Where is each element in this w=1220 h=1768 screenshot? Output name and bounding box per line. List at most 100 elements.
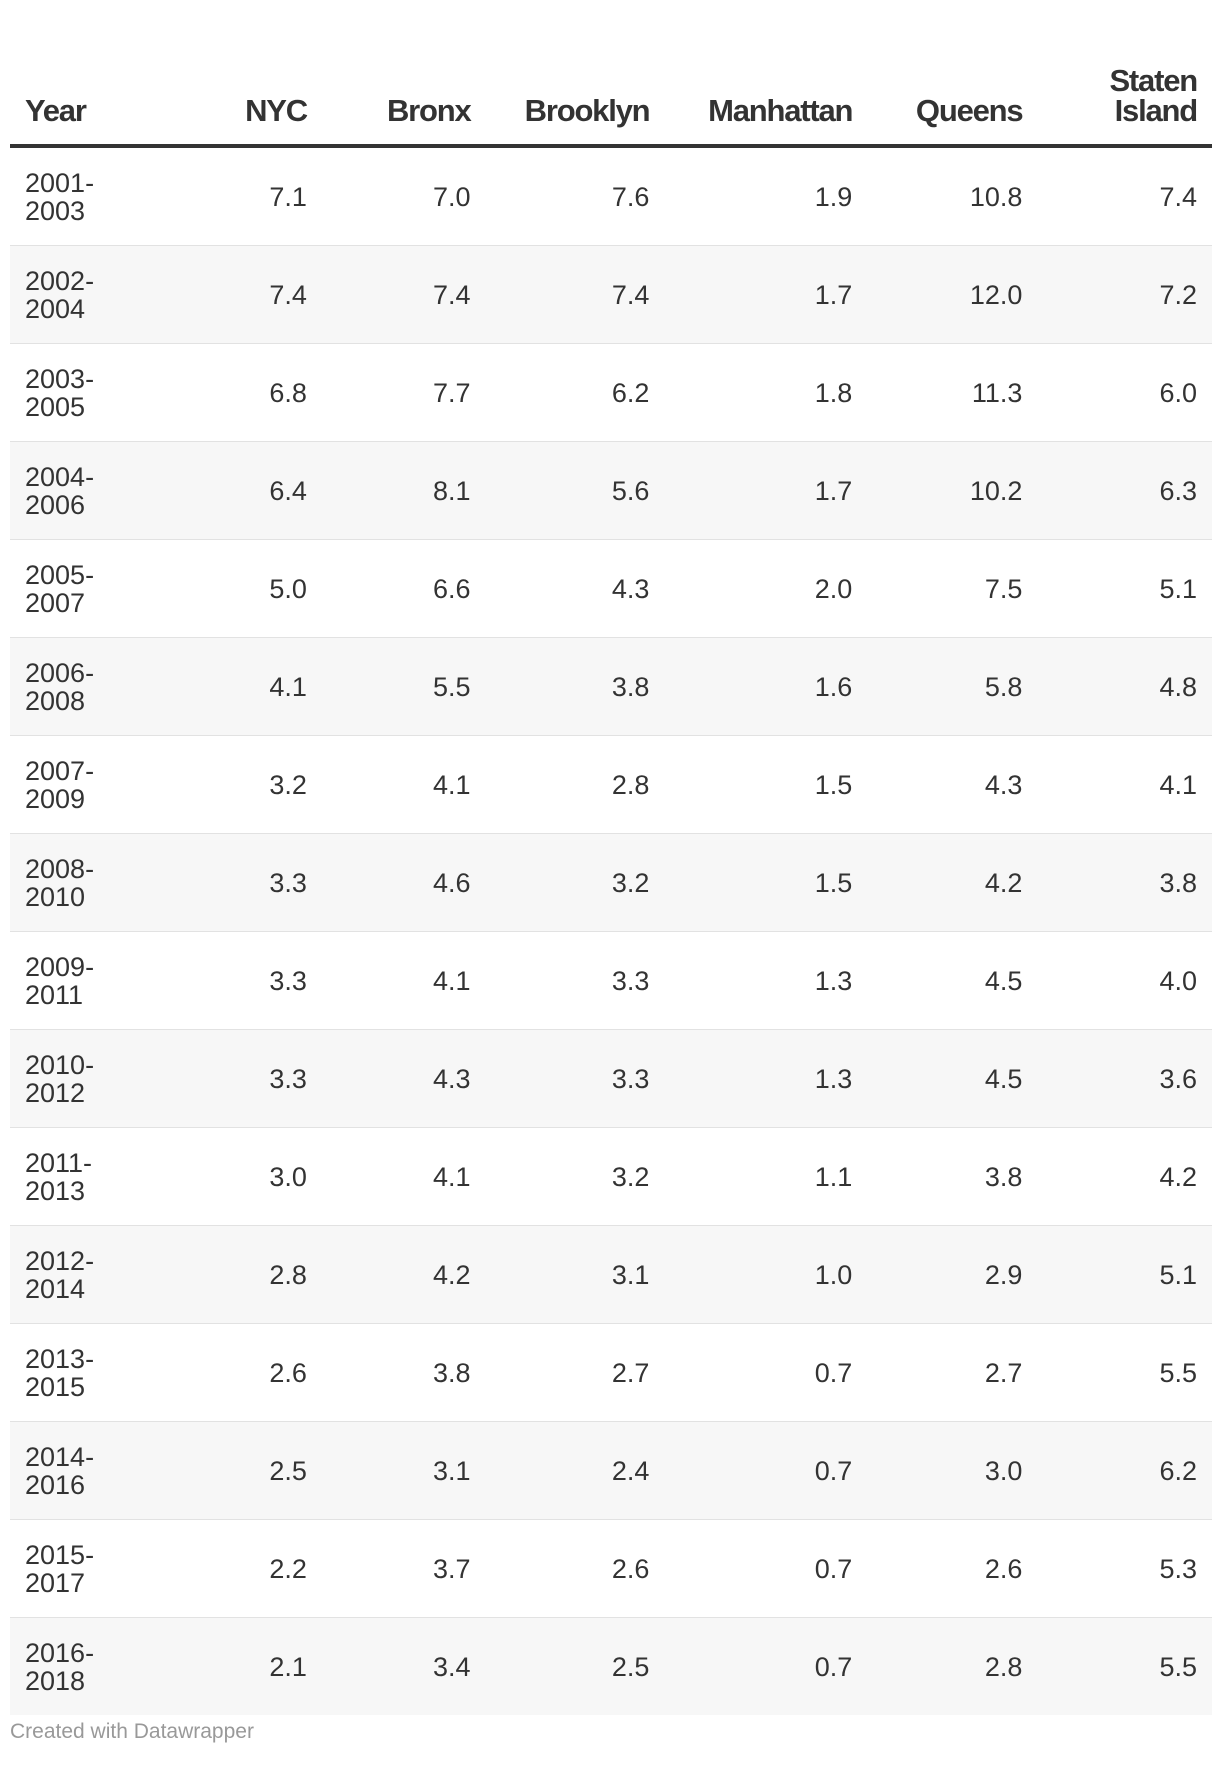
column-header-manhattan[interactable]: Manhattan (664, 34, 868, 148)
cell-staten-island: 4.0 (1037, 931, 1212, 1030)
cell-nyc: 2.6 (162, 1323, 322, 1422)
data-table: Year NYC Bronx Brooklyn Manhattan Queens… (10, 34, 1212, 1715)
cell-year: 2016- 2018 (10, 1617, 163, 1715)
cell-queens: 4.3 (867, 735, 1038, 834)
cell-brooklyn: 6.2 (485, 343, 665, 442)
cell-nyc: 4.1 (162, 637, 322, 736)
cell-manhattan: 1.0 (664, 1225, 868, 1324)
cell-brooklyn: 2.6 (485, 1519, 665, 1618)
cell-year: 2008- 2010 (10, 833, 163, 932)
cell-staten-island: 4.2 (1037, 1127, 1212, 1226)
cell-year: 2010- 2012 (10, 1029, 163, 1128)
table-row: 2015- 2017 2.2 3.7 2.6 0.7 2.6 5.3 (10, 1519, 1212, 1618)
cell-bronx: 8.1 (321, 441, 486, 540)
cell-queens: 3.8 (867, 1127, 1038, 1226)
cell-queens: 2.9 (867, 1225, 1038, 1324)
cell-manhattan: 1.1 (664, 1127, 868, 1226)
cell-staten-island: 5.5 (1037, 1617, 1212, 1715)
cell-brooklyn: 2.5 (485, 1617, 665, 1715)
cell-bronx: 4.3 (321, 1029, 486, 1128)
cell-manhattan: 0.7 (664, 1421, 868, 1520)
cell-nyc: 6.4 (162, 441, 322, 540)
cell-year: 2007- 2009 (10, 735, 163, 834)
cell-year: 2015- 2017 (10, 1519, 163, 1618)
table-row: 2005- 2007 5.0 6.6 4.3 2.0 7.5 5.1 (10, 539, 1212, 638)
table-row: 2012- 2014 2.8 4.2 3.1 1.0 2.9 5.1 (10, 1225, 1212, 1324)
cell-nyc: 2.5 (162, 1421, 322, 1520)
cell-brooklyn: 4.3 (485, 539, 665, 638)
cell-brooklyn: 2.4 (485, 1421, 665, 1520)
cell-bronx: 3.7 (321, 1519, 486, 1618)
cell-bronx: 5.5 (321, 637, 486, 736)
cell-queens: 4.2 (867, 833, 1038, 932)
cell-manhattan: 1.5 (664, 833, 868, 932)
cell-queens: 2.8 (867, 1617, 1038, 1715)
cell-brooklyn: 2.8 (485, 735, 665, 834)
column-header-queens[interactable]: Queens (867, 34, 1038, 148)
cell-brooklyn: 3.3 (485, 1029, 665, 1128)
cell-year: 2001- 2003 (10, 146, 163, 246)
cell-nyc: 2.8 (162, 1225, 322, 1324)
cell-manhattan: 1.9 (664, 146, 868, 246)
cell-staten-island: 3.6 (1037, 1029, 1212, 1128)
cell-bronx: 4.6 (321, 833, 486, 932)
cell-manhattan: 2.0 (664, 539, 868, 638)
column-header-year[interactable]: Year (10, 34, 163, 148)
table-row: 2013- 2015 2.6 3.8 2.7 0.7 2.7 5.5 (10, 1323, 1212, 1422)
cell-staten-island: 6.2 (1037, 1421, 1212, 1520)
cell-manhattan: 0.7 (664, 1323, 868, 1422)
cell-manhattan: 0.7 (664, 1617, 868, 1715)
cell-nyc: 5.0 (162, 539, 322, 638)
cell-bronx: 4.1 (321, 1127, 486, 1226)
cell-brooklyn: 7.4 (485, 245, 665, 344)
cell-staten-island: 6.3 (1037, 441, 1212, 540)
cell-year: 2005- 2007 (10, 539, 163, 638)
column-header-staten-island-label: Staten Island (1109, 63, 1198, 128)
cell-staten-island: 7.2 (1037, 245, 1212, 344)
cell-manhattan: 1.5 (664, 735, 868, 834)
cell-staten-island: 5.5 (1037, 1323, 1212, 1422)
cell-manhattan: 1.7 (664, 441, 868, 540)
cell-bronx: 4.1 (321, 931, 486, 1030)
cell-queens: 10.8 (867, 146, 1038, 246)
table-row: 2007- 2009 3.2 4.1 2.8 1.5 4.3 4.1 (10, 735, 1212, 834)
cell-manhattan: 1.3 (664, 931, 868, 1030)
table-row: 2006- 2008 4.1 5.5 3.8 1.6 5.8 4.8 (10, 637, 1212, 736)
table-row: 2003- 2005 6.8 7.7 6.2 1.8 11.3 6.0 (10, 343, 1212, 442)
table-row: 2014- 2016 2.5 3.1 2.4 0.7 3.0 6.2 (10, 1421, 1212, 1520)
cell-queens: 12.0 (867, 245, 1038, 344)
cell-queens: 11.3 (867, 343, 1038, 442)
column-header-nyc[interactable]: NYC (162, 34, 322, 148)
cell-manhattan: 0.7 (664, 1519, 868, 1618)
table-row: 2001- 2003 7.1 7.0 7.6 1.9 10.8 7.4 (10, 146, 1212, 246)
cell-staten-island: 5.3 (1037, 1519, 1212, 1618)
cell-queens: 4.5 (867, 1029, 1038, 1128)
cell-queens: 10.2 (867, 441, 1038, 540)
cell-bronx: 7.0 (321, 146, 486, 246)
column-header-brooklyn[interactable]: Brooklyn (485, 34, 665, 148)
cell-staten-island: 5.1 (1037, 539, 1212, 638)
cell-year: 2009- 2011 (10, 931, 163, 1030)
cell-year: 2002- 2004 (10, 245, 163, 344)
column-header-staten-island[interactable]: Staten Island (1037, 34, 1212, 148)
cell-brooklyn: 7.6 (485, 146, 665, 246)
column-header-bronx[interactable]: Bronx (321, 34, 486, 148)
cell-nyc: 3.2 (162, 735, 322, 834)
cell-manhattan: 1.3 (664, 1029, 868, 1128)
cell-staten-island: 4.1 (1037, 735, 1212, 834)
table-body: 2001- 2003 7.1 7.0 7.6 1.9 10.8 7.4 2002- 2004 7… (10, 146, 1212, 1715)
cell-nyc: 3.3 (162, 1029, 322, 1128)
cell-queens: 4.5 (867, 931, 1038, 1030)
cell-nyc: 7.4 (162, 245, 322, 344)
table-row: 2008- 2010 3.3 4.6 3.2 1.5 4.2 3.8 (10, 833, 1212, 932)
cell-brooklyn: 2.7 (485, 1323, 665, 1422)
cell-bronx: 3.8 (321, 1323, 486, 1422)
cell-staten-island: 7.4 (1037, 146, 1212, 246)
cell-nyc: 6.8 (162, 343, 322, 442)
cell-queens: 2.7 (867, 1323, 1038, 1422)
cell-year: 2012- 2014 (10, 1225, 163, 1324)
cell-manhattan: 1.7 (664, 245, 868, 344)
cell-bronx: 7.7 (321, 343, 486, 442)
cell-nyc: 2.1 (162, 1617, 322, 1715)
cell-manhattan: 1.8 (664, 343, 868, 442)
